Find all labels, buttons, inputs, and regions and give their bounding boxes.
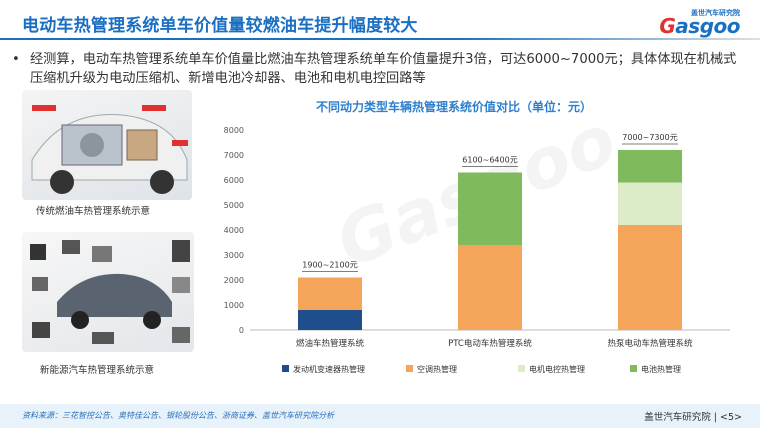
- bullet-icon: •: [12, 52, 20, 67]
- gasgoo-logo: 盖世汽车研究院 Gasgoo: [630, 8, 740, 38]
- footer-brand: 盖世汽车研究院 | <5>: [644, 409, 742, 423]
- legend-label: 空调热管理: [417, 364, 457, 374]
- ice-car-illustration: [31, 105, 188, 194]
- bar-segment: [458, 172, 522, 245]
- bar-range-label: 6100~6400元: [462, 156, 517, 165]
- bar-range-label: 7000~7300元: [622, 133, 677, 142]
- logo-wordmark: Gasgoo: [659, 14, 740, 38]
- caption-ice: 传统燃油车热管理系统示意: [36, 206, 151, 217]
- y-tick-label: 8000: [224, 126, 244, 135]
- legend-label: 电机电控热管理: [529, 364, 585, 374]
- y-tick-label: 7000: [224, 151, 244, 160]
- legend-swatch: [282, 365, 289, 372]
- nev-thermal-diagram: [22, 232, 194, 352]
- bar-segment: [618, 225, 682, 330]
- bar-range-label: 1900~2100元: [302, 261, 357, 270]
- category-label: PTC电动车热管理系统: [448, 338, 532, 349]
- legend-swatch: [518, 365, 525, 372]
- bullet-paragraph: • 经测算，电动车热管理系统单车价值量比燃油车热管理系统单车价值量提升3倍，可达…: [12, 50, 740, 88]
- category-label: 燃油车热管理系统: [296, 338, 365, 349]
- logo-word: asgoo: [675, 14, 740, 38]
- source-note: 资料来源：三花智控公告、奥特佳公告、银轮股份公告、浙商证券、盖世汽车研究院分析: [22, 411, 334, 420]
- ice-thermal-diagram: [22, 90, 192, 200]
- y-tick-label: 2000: [224, 276, 244, 285]
- legend-swatch: [406, 365, 413, 372]
- bar-segment: [618, 182, 682, 225]
- bar-segment: [298, 310, 362, 330]
- bar-segment: [298, 277, 362, 310]
- legend-label: 电池热管理: [641, 364, 681, 374]
- footer-bar: [0, 404, 760, 428]
- bar-segment: [458, 245, 522, 330]
- y-tick-label: 0: [239, 326, 244, 335]
- nev-car-illustration: [30, 240, 190, 344]
- y-tick-label: 3000: [224, 251, 244, 260]
- footer-brand-name: 盖世汽车研究院: [644, 412, 711, 423]
- logo-letter: G: [659, 14, 676, 38]
- logo-subtitle: 盖世汽车研究院: [691, 9, 740, 17]
- legend-label: 发动机变速器热管理: [293, 364, 365, 374]
- page-number: <5>: [720, 412, 742, 423]
- title-divider: [0, 38, 760, 40]
- category-label: 热泵电动车热管理系统: [607, 338, 693, 349]
- bullet-text: 经测算，电动车热管理系统单车价值量比燃油车热管理系统单车价值量提升3倍，可达60…: [30, 52, 737, 86]
- y-tick-label: 6000: [224, 176, 244, 185]
- legend-swatch: [630, 365, 637, 372]
- caption-nev: 新能源汽车热管理系统示意: [40, 365, 155, 376]
- page-title: 电动车热管理系统单车价值量较燃油车提升幅度较大: [22, 16, 418, 36]
- y-tick-label: 1000: [224, 301, 244, 310]
- y-tick-label: 4000: [224, 226, 244, 235]
- bar-segment: [618, 150, 682, 183]
- y-tick-label: 5000: [224, 201, 244, 210]
- chart-title: 不同动力类型车辆热管理系统价值对比（单位：元）: [316, 100, 593, 114]
- footer-separator: |: [713, 412, 721, 423]
- stacked-bar-chart: 0 1000 2000 3000 4000 5000 6000 7000 8000 燃油车热管理系…: [224, 126, 730, 374]
